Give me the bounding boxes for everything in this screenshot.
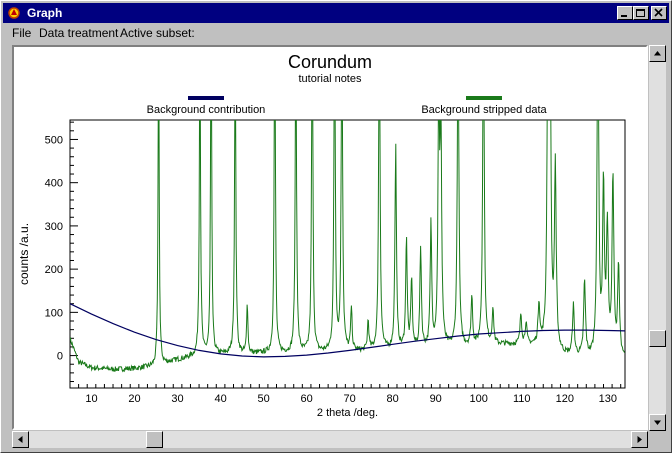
y-axis-label: counts /a.u.	[17, 223, 31, 285]
plot-frame	[69, 119, 626, 389]
menu-file[interactable]: File	[12, 26, 32, 40]
scroll-right-button[interactable]	[631, 431, 648, 448]
y-tick-label: 0	[57, 351, 63, 363]
x-tick-label: 80	[387, 393, 399, 405]
y-tick-label: 500	[45, 134, 63, 146]
chart-subtitle: tutorial notes	[299, 73, 362, 85]
scroll-left-button[interactable]	[12, 431, 29, 448]
maximize-button[interactable]	[633, 6, 649, 20]
menu-bar: File Data treatment Active subset:	[3, 23, 669, 43]
x-tick-label: 10	[85, 393, 97, 405]
x-tick-label: 90	[430, 393, 442, 405]
legend-label-stripped: Background stripped data	[421, 104, 547, 116]
y-tick-label: 300	[45, 221, 63, 233]
x-axis-label: 2 theta /deg.	[317, 407, 378, 419]
app-icon[interactable]	[7, 6, 21, 20]
x-tick-label: 130	[599, 393, 617, 405]
legend-swatch-stripped	[466, 96, 502, 100]
menu-data-treatment[interactable]: Data treatment	[39, 26, 119, 40]
y-tick-label: 100	[45, 307, 63, 319]
x-tick-label: 50	[257, 393, 269, 405]
horizontal-scroll-thumb[interactable]	[146, 431, 163, 448]
arrow-up-icon	[654, 51, 661, 56]
vertical-scroll-thumb[interactable]	[649, 330, 666, 347]
plot-area: Corundum tutorial notes Background contrib…	[12, 45, 648, 430]
y-tick-label: 400	[45, 178, 63, 190]
arrow-right-icon	[637, 436, 642, 443]
x-tick-label: 100	[470, 393, 488, 405]
x-tick-label: 30	[171, 393, 183, 405]
x-tick-label: 40	[214, 393, 226, 405]
arrow-left-icon	[18, 436, 23, 443]
menu-active-subset[interactable]: Active subset:	[120, 26, 195, 40]
title-bar[interactable]: Graph	[3, 3, 669, 23]
close-button[interactable]	[651, 6, 667, 20]
legend-label-background: Background contribution	[147, 104, 266, 116]
series-background-contribution	[70, 303, 625, 358]
legend-swatch-background	[188, 96, 224, 100]
horizontal-scrollbar[interactable]	[12, 431, 648, 448]
close-icon	[654, 8, 663, 17]
window-title: Graph	[27, 6, 63, 20]
arrow-down-icon	[654, 420, 661, 425]
x-tick-label: 70	[344, 393, 356, 405]
chart-title: Corundum	[288, 52, 372, 72]
maximize-icon	[636, 9, 645, 17]
x-tick-label: 60	[301, 393, 313, 405]
vertical-scrollbar[interactable]	[649, 45, 666, 431]
minimize-button[interactable]	[617, 6, 633, 20]
y-tick-label: 200	[45, 264, 63, 276]
x-tick-label: 20	[128, 393, 140, 405]
x-tick-label: 110	[513, 393, 531, 405]
x-tick-label: 120	[556, 393, 574, 405]
scroll-up-button[interactable]	[649, 45, 666, 62]
minimize-icon	[621, 15, 627, 17]
scroll-down-button[interactable]	[649, 414, 666, 431]
series-background-stripped	[70, 120, 625, 373]
scrollbar-corner	[649, 431, 666, 448]
